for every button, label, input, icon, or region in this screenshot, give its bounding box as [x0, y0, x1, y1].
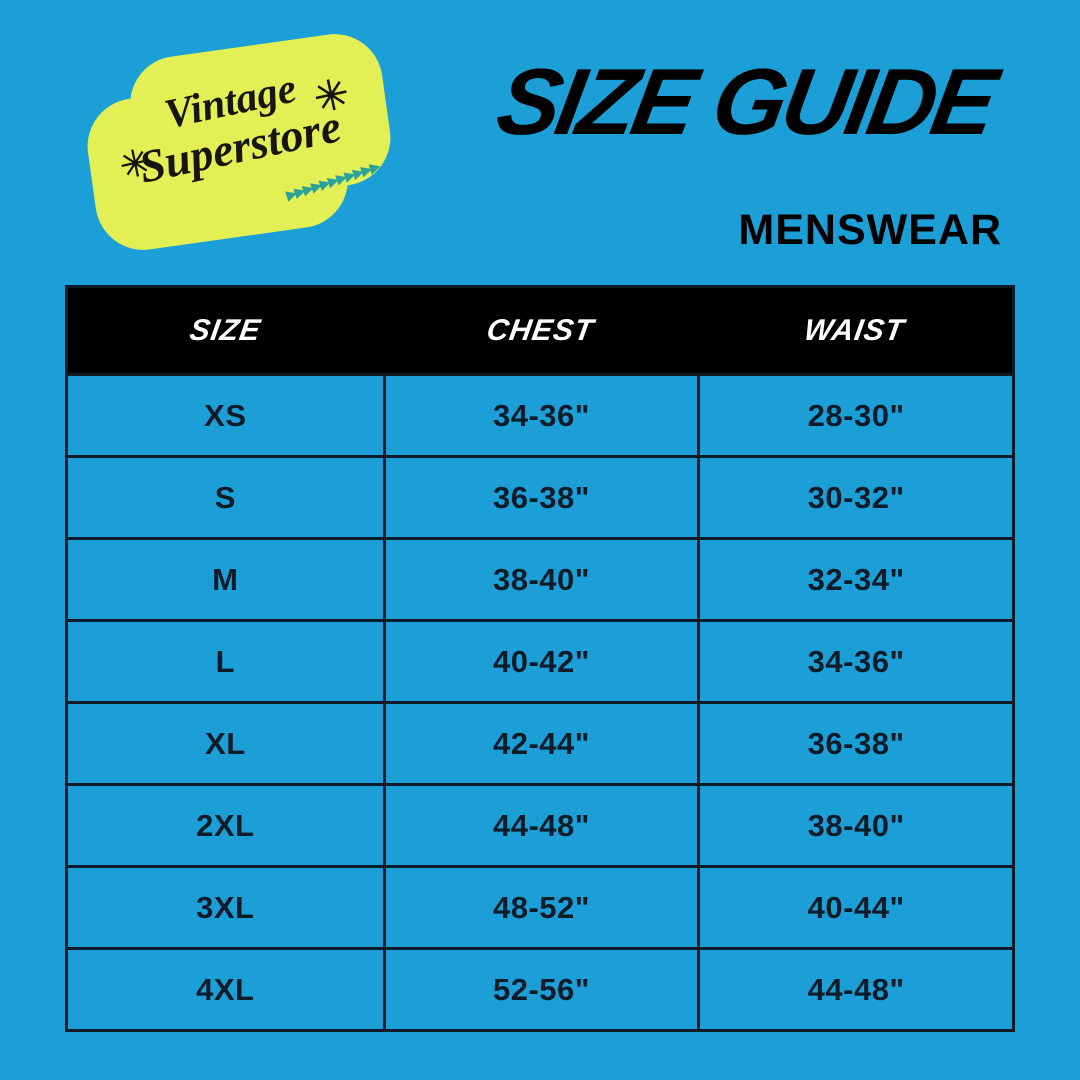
cell-size: L — [215, 643, 236, 679]
table-row: 3XL 48-52" 40-44" — [68, 865, 1012, 947]
cell-size: XS — [204, 397, 247, 433]
cell-waist: 36-38" — [697, 704, 1012, 783]
table-row: M 38-40" 32-34" — [68, 537, 1012, 619]
cell-chest: 52-56" — [382, 950, 698, 1029]
cell-size: XL — [205, 725, 246, 761]
table-row: 2XL 44-48" 38-40" — [68, 783, 1012, 865]
cell-size: 2XL — [196, 807, 255, 843]
cell-chest: 42-44" — [382, 704, 698, 783]
page-subtitle: MENSWEAR — [738, 206, 1002, 254]
cell-size: 3XL — [196, 889, 255, 925]
table-row: XS 34-36" 28-30" — [68, 373, 1012, 455]
cell-waist: 40-44" — [697, 868, 1012, 947]
sparkle-icon — [121, 149, 149, 177]
table-row: 4XL 52-56" 44-48" — [68, 947, 1012, 1029]
cell-chest: 38-40" — [382, 540, 698, 619]
cell-waist: 30-32" — [697, 458, 1012, 537]
size-table: SIZE CHEST WAIST XS 34-36" 28-30" S 36-3… — [65, 285, 1015, 1032]
cell-size: 4XL — [196, 971, 255, 1007]
cell-chest: 36-38" — [382, 458, 698, 537]
column-header-size: SIZE — [187, 313, 264, 347]
brand-logo: Vintage Superstore ▶▶▶▶▶▶▶▶▶▶▶ — [71, 17, 406, 268]
table-header-row: SIZE CHEST WAIST — [68, 288, 1012, 373]
arrows-icon: ▶▶▶▶▶▶▶▶▶▶▶ — [283, 158, 381, 204]
cell-waist: 38-40" — [697, 786, 1012, 865]
table-row: S 36-38" 30-32" — [68, 455, 1012, 537]
cell-waist: 32-34" — [697, 540, 1012, 619]
table-row: XL 42-44" 36-38" — [68, 701, 1012, 783]
table-row: L 40-42" 34-36" — [68, 619, 1012, 701]
cell-waist: 44-48" — [697, 950, 1012, 1029]
page-title: SIZE GUIDE — [490, 49, 1002, 154]
column-header-chest: CHEST — [484, 313, 597, 347]
cell-chest: 40-42" — [382, 622, 698, 701]
brand-badge: Vintage Superstore ▶▶▶▶▶▶▶▶▶▶▶ — [76, 26, 402, 258]
column-header-waist: WAIST — [802, 313, 908, 347]
cell-chest: 34-36" — [382, 376, 698, 455]
cell-chest: 48-52" — [382, 868, 698, 947]
sparkle-icon — [315, 79, 347, 111]
cell-waist: 28-30" — [697, 376, 1012, 455]
cell-size: M — [212, 561, 239, 597]
cell-size: S — [214, 479, 236, 515]
cell-waist: 34-36" — [697, 622, 1012, 701]
cell-chest: 44-48" — [382, 786, 698, 865]
